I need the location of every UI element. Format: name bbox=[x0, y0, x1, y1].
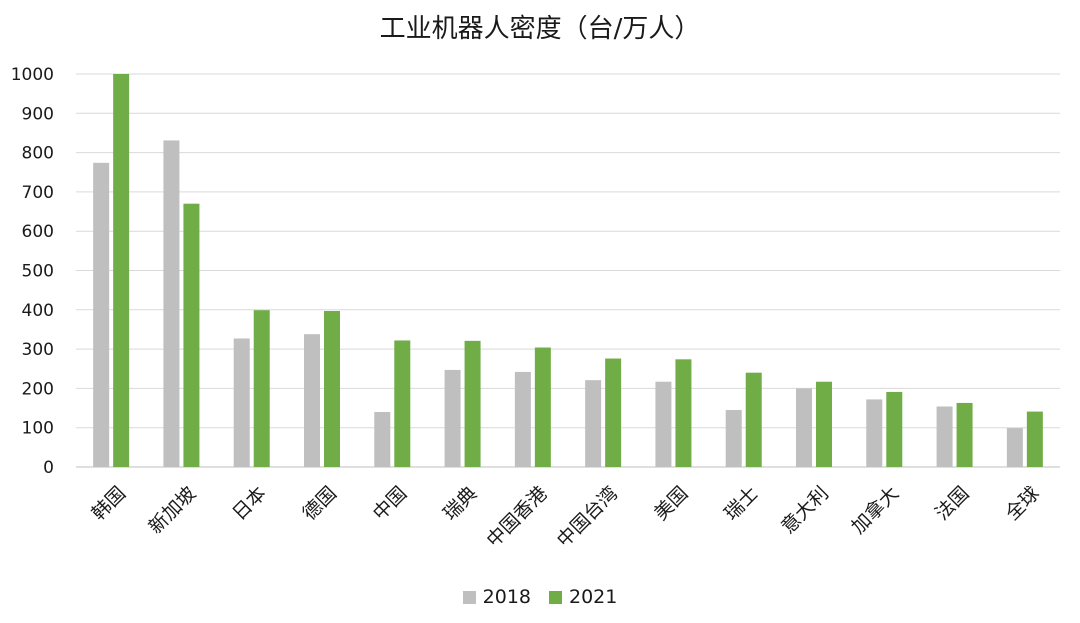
y-tick-label: 200 bbox=[22, 379, 54, 399]
bar-2021-瑞士 bbox=[745, 372, 762, 467]
bar-2021-意大利 bbox=[816, 381, 832, 467]
y-tick-label: 800 bbox=[22, 144, 54, 164]
bar-2018-中国香港 bbox=[514, 371, 531, 467]
y-tick-label: 900 bbox=[22, 104, 54, 124]
bar-2018-意大利 bbox=[796, 388, 812, 467]
bar-2018-韩国 bbox=[93, 162, 110, 467]
x-tick-label: 意大利 bbox=[777, 482, 833, 538]
y-tick-label: 600 bbox=[22, 222, 54, 242]
x-tick-label: 日本 bbox=[228, 482, 270, 524]
bar-2021-美国 bbox=[675, 359, 692, 467]
y-tick-label: 300 bbox=[22, 340, 54, 360]
bar-2018-日本 bbox=[233, 338, 250, 467]
bar-2021-德国 bbox=[324, 310, 340, 467]
bar-2018-全球 bbox=[1006, 428, 1023, 467]
bar-2018-中国 bbox=[374, 411, 391, 467]
bar-2018-中国台湾 bbox=[585, 380, 602, 467]
y-axis-ticks: 0 100 200 300 400 500 600 700 800 900 1000 bbox=[11, 65, 54, 478]
bar-2018-美国 bbox=[655, 381, 672, 467]
bar-2018-德国 bbox=[304, 334, 320, 467]
x-tick-label: 中国香港 bbox=[482, 482, 551, 551]
bar-2018-法国 bbox=[936, 406, 953, 467]
x-tick-label: 新加坡 bbox=[144, 482, 200, 538]
legend-swatch-2018 bbox=[462, 590, 476, 604]
bars bbox=[93, 74, 1043, 468]
x-tick-label: 法国 bbox=[931, 482, 973, 524]
y-tick-label: 100 bbox=[22, 419, 54, 439]
x-tick-label: 美国 bbox=[650, 482, 692, 524]
legend-label-2018: 2018 bbox=[482, 586, 531, 608]
bar-2018-瑞典 bbox=[444, 369, 461, 467]
x-tick-label: 中国台湾 bbox=[553, 482, 622, 551]
y-tick-label: 500 bbox=[22, 262, 54, 282]
y-tick-label: 1000 bbox=[11, 65, 54, 85]
legend-label-2021: 2021 bbox=[569, 586, 618, 608]
legend-item-2021: 2021 bbox=[549, 586, 617, 608]
bar-2021-加拿大 bbox=[886, 391, 903, 467]
bar-2018-新加坡 bbox=[163, 140, 180, 468]
x-axis-ticks: 韩国 新加坡 日本 德国 中国 瑞典 中国香港 中国台湾 美国 瑞士 意大利 加拿大 法国 全球 bbox=[88, 482, 1044, 552]
bar-2021-日本 bbox=[253, 310, 270, 467]
x-tick-label: 全球 bbox=[1001, 482, 1043, 524]
gridlines bbox=[76, 73, 1060, 468]
bar-2021-瑞典 bbox=[464, 340, 481, 467]
x-tick-label: 中国 bbox=[369, 482, 411, 524]
bar-2021-中国香港 bbox=[534, 347, 551, 467]
bar-2018-瑞士 bbox=[725, 410, 742, 467]
bar-2021-韩国 bbox=[113, 74, 130, 467]
legend-swatch-2021 bbox=[549, 590, 562, 604]
y-tick-label: 700 bbox=[22, 183, 54, 203]
bar-2021-全球 bbox=[1026, 411, 1043, 467]
x-tick-label: 瑞典 bbox=[439, 482, 481, 524]
y-tick-label: 0 bbox=[43, 458, 54, 478]
bar-2018-加拿大 bbox=[866, 399, 883, 467]
x-tick-label: 韩国 bbox=[88, 482, 130, 524]
bar-2021-中国 bbox=[394, 340, 411, 467]
x-tick-label: 加拿大 bbox=[847, 482, 904, 539]
bar-2021-新加坡 bbox=[183, 203, 200, 467]
bar-2021-法国 bbox=[956, 402, 973, 467]
legend: 2018 2021 bbox=[0, 586, 1080, 608]
bar-2021-中国台湾 bbox=[605, 358, 622, 467]
y-tick-label: 400 bbox=[22, 301, 54, 321]
chart-title: 工业机器人密度（台/万人） bbox=[379, 14, 701, 44]
x-tick-label: 瑞士 bbox=[720, 482, 762, 524]
legend-item-2018: 2018 bbox=[462, 586, 531, 608]
x-tick-label: 德国 bbox=[299, 482, 341, 524]
